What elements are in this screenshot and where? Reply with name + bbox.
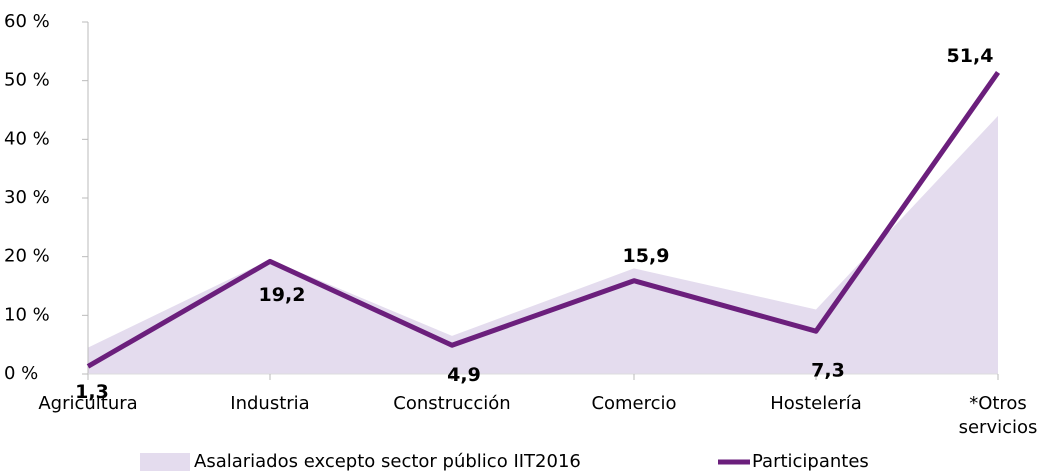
value-label: 19,2 [259,284,306,306]
value-label: 4,9 [447,364,481,386]
y-tick-label: 20 % [4,246,50,267]
y-tick-label: 10 % [4,304,50,325]
value-label: 1,3 [75,381,109,403]
x-tick-label: *Otros servicios [959,393,1038,438]
x-tick-label: Hostelería [770,393,862,414]
value-label: 51,4 [947,45,994,67]
value-label: 7,3 [811,360,845,382]
legend-label: Participantes [752,451,869,472]
y-tick-label: 50 % [4,70,50,91]
area [88,115,998,374]
legend-swatch [140,453,190,471]
y-tick-label: 0 % [4,363,38,384]
plot [88,115,998,374]
y-tick-label: 40 % [4,128,50,149]
x-tick-label: Construcción [393,393,510,414]
y-tick-label: 60 % [4,11,50,32]
legend-label: Asalariados excepto sector público IIT20… [194,451,581,472]
x-tick-label: Comercio [591,393,676,414]
y-tick-label: 30 % [4,187,50,208]
x-tick-label: Industria [230,393,309,414]
line [86,71,1001,369]
value-label: 15,9 [623,245,670,267]
x-tick-label: Agricultura [38,393,137,414]
